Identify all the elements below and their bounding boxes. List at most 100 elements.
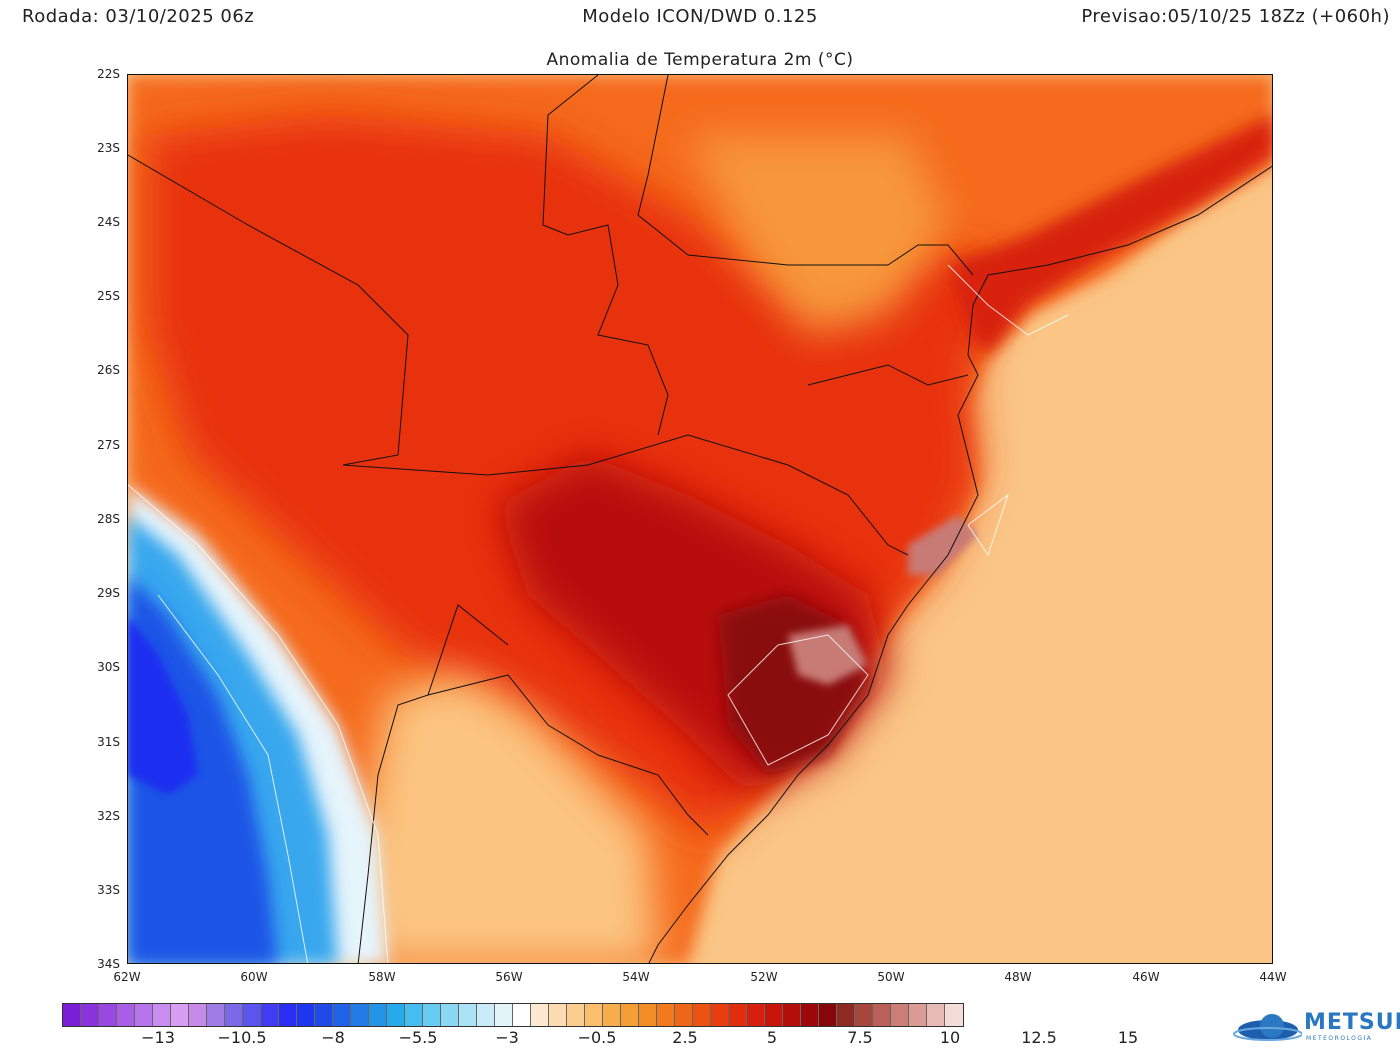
colorbar-swatch	[171, 1004, 189, 1026]
colorbar-swatch	[333, 1004, 351, 1026]
colorbar-swatch	[369, 1004, 387, 1026]
colorbar-swatch	[909, 1004, 927, 1026]
colorbar-swatch	[801, 1004, 819, 1026]
colorbar-swatch	[99, 1004, 117, 1026]
colorbar-swatch	[423, 1004, 441, 1026]
lon-label: 46W	[1132, 970, 1160, 984]
colorbar-swatch	[855, 1004, 873, 1026]
colorbar-swatch	[189, 1004, 207, 1026]
colorbar-swatch	[891, 1004, 909, 1026]
colorbar-swatch	[117, 1004, 135, 1026]
colorbar-swatch	[783, 1004, 801, 1026]
colorbar-swatch	[315, 1004, 333, 1026]
colorbar-swatch	[603, 1004, 621, 1026]
colorbar-swatch	[585, 1004, 603, 1026]
colorbar-swatch	[225, 1004, 243, 1026]
lon-label: 52W	[750, 970, 778, 984]
lat-label: 28S	[97, 512, 120, 526]
lat-label: 31S	[97, 735, 120, 749]
colorbar-swatch	[495, 1004, 513, 1026]
colorbar-label: 12.5	[1021, 1028, 1057, 1047]
lat-label: 30S	[97, 660, 120, 674]
colorbar-swatch	[675, 1004, 693, 1026]
colorbar-swatch	[873, 1004, 891, 1026]
lat-label: 27S	[97, 438, 120, 452]
colorbar-swatch	[81, 1004, 99, 1026]
metsul-logo: METSUL METEOROLOGIA	[1232, 1008, 1400, 1048]
colorbar-swatch	[567, 1004, 585, 1026]
colorbar-swatch	[549, 1004, 567, 1026]
colorbar-swatch	[63, 1004, 81, 1026]
colorbar-swatch	[819, 1004, 837, 1026]
colorbar-label: 5	[766, 1028, 778, 1047]
colorbar-swatch	[459, 1004, 477, 1026]
contour-lines	[128, 264, 1069, 963]
model-name: Modelo ICON/DWD 0.125	[582, 6, 818, 27]
lat-label: 29S	[97, 586, 120, 600]
colorbar-label: −0.5	[577, 1028, 617, 1047]
colorbar-swatch	[945, 1004, 963, 1026]
uruguay-pale-field	[358, 675, 658, 963]
colorbar-label: −8	[321, 1028, 345, 1047]
colorbar-swatch	[711, 1004, 729, 1026]
colorbar-swatch	[243, 1004, 261, 1026]
lighter-interior	[688, 135, 948, 335]
colorbar-label: −13	[141, 1028, 175, 1047]
logo-text: METSUL	[1304, 1010, 1400, 1035]
lon-label: 54W	[622, 970, 650, 984]
colorbar-swatch	[297, 1004, 315, 1026]
colorbar-swatch	[153, 1004, 171, 1026]
lon-label: 48W	[1004, 970, 1032, 984]
colorbar-label: 7.5	[847, 1028, 873, 1047]
lon-label: 56W	[495, 970, 523, 984]
colorbar-label: 2.5	[672, 1028, 698, 1047]
forecast-time: Previsao:05/10/25 18Zz (+060h)	[1081, 6, 1390, 27]
northeast-strip	[948, 115, 1272, 355]
colorbar-label: −10.5	[217, 1028, 267, 1047]
lat-label: 23S	[97, 141, 120, 155]
lon-label: 58W	[368, 970, 396, 984]
colorbar-swatch	[837, 1004, 855, 1026]
logo-subtext: METEOROLOGIA	[1306, 1035, 1373, 1042]
lat-label: 32S	[97, 809, 120, 823]
colorbar-swatch	[729, 1004, 747, 1026]
lat-label: 25S	[97, 289, 120, 303]
map-title: Anomalia de Temperatura 2m (°C)	[546, 50, 854, 70]
colorbar	[62, 1003, 964, 1027]
colorbar-swatch	[657, 1004, 675, 1026]
cold-extreme-field	[128, 615, 198, 795]
lon-label: 62W	[113, 970, 141, 984]
colorbar-label: −3	[495, 1028, 519, 1047]
colorbar-swatch	[765, 1004, 783, 1026]
colorbar-label: 15	[1117, 1028, 1139, 1047]
borders	[128, 75, 1272, 963]
colorbar-label: 10	[939, 1028, 961, 1047]
colorbar-swatch	[351, 1004, 369, 1026]
globe-icon	[1233, 1014, 1303, 1041]
colorbar-swatch	[621, 1004, 639, 1026]
lon-label: 44W	[1259, 970, 1287, 984]
lat-label: 33S	[97, 883, 120, 897]
colorbar-swatch	[639, 1004, 657, 1026]
lat-label: 22S	[97, 67, 120, 81]
lat-label: 34S	[97, 957, 120, 971]
temperature-anomaly-map	[128, 75, 1272, 963]
colorbar-swatch	[135, 1004, 153, 1026]
colorbar-swatch	[279, 1004, 297, 1026]
colorbar-swatch	[693, 1004, 711, 1026]
colorbar-swatch	[405, 1004, 423, 1026]
lon-label: 60W	[240, 970, 268, 984]
lat-label: 26S	[97, 363, 120, 377]
colorbar-swatch	[927, 1004, 945, 1026]
colorbar-swatch	[207, 1004, 225, 1026]
colorbar-swatch	[747, 1004, 765, 1026]
colorbar-swatch	[513, 1004, 531, 1026]
colorbar-label: −5.5	[398, 1028, 438, 1047]
run-time: Rodada: 03/10/2025 06z	[22, 6, 255, 27]
colorbar-swatch	[441, 1004, 459, 1026]
lon-label: 50W	[877, 970, 905, 984]
colorbar-swatch	[387, 1004, 405, 1026]
map-frame	[127, 74, 1273, 964]
colorbar-swatch	[261, 1004, 279, 1026]
colorbar-swatch	[477, 1004, 495, 1026]
